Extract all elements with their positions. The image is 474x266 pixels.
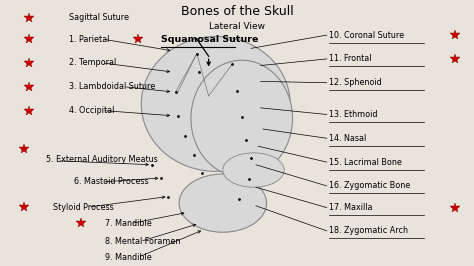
Text: 15. Lacrimal Bone: 15. Lacrimal Bone — [329, 158, 402, 167]
Text: Sagittal Suture: Sagittal Suture — [69, 13, 129, 22]
Text: Lateral View: Lateral View — [209, 22, 265, 31]
Text: 17. Maxilla: 17. Maxilla — [329, 203, 373, 212]
Text: 16. Zygomatic Bone: 16. Zygomatic Bone — [329, 181, 410, 190]
Text: 12. Sphenoid: 12. Sphenoid — [329, 78, 382, 87]
Ellipse shape — [191, 60, 292, 177]
Text: 4. Occipital: 4. Occipital — [69, 106, 115, 115]
Ellipse shape — [179, 174, 266, 232]
Text: Squamosal Suture: Squamosal Suture — [161, 35, 259, 44]
Ellipse shape — [141, 36, 290, 171]
Text: 1. Parietal: 1. Parietal — [69, 35, 109, 44]
Text: 10. Coronal Suture: 10. Coronal Suture — [329, 31, 404, 40]
Ellipse shape — [223, 153, 284, 187]
Text: 2. Temporal: 2. Temporal — [69, 58, 117, 67]
Text: 5. External Auditory Meatus: 5. External Auditory Meatus — [46, 155, 157, 164]
Text: 14. Nasal: 14. Nasal — [329, 134, 366, 143]
Text: Styloid Process: Styloid Process — [53, 203, 113, 211]
Text: 7. Mandible: 7. Mandible — [105, 219, 151, 228]
Text: 6. Mastoid Process: 6. Mastoid Process — [74, 177, 148, 186]
Text: 3. Lambdoidal Suture: 3. Lambdoidal Suture — [69, 82, 155, 91]
Text: 13. Ethmoid: 13. Ethmoid — [329, 110, 378, 119]
Text: 8. Mental Foramen: 8. Mental Foramen — [105, 237, 180, 246]
Text: 11. Frontal: 11. Frontal — [329, 55, 372, 63]
Text: 9. Mandible: 9. Mandible — [105, 253, 151, 262]
Text: Bones of the Skull: Bones of the Skull — [181, 5, 293, 18]
Text: 18. Zygomatic Arch: 18. Zygomatic Arch — [329, 226, 408, 235]
